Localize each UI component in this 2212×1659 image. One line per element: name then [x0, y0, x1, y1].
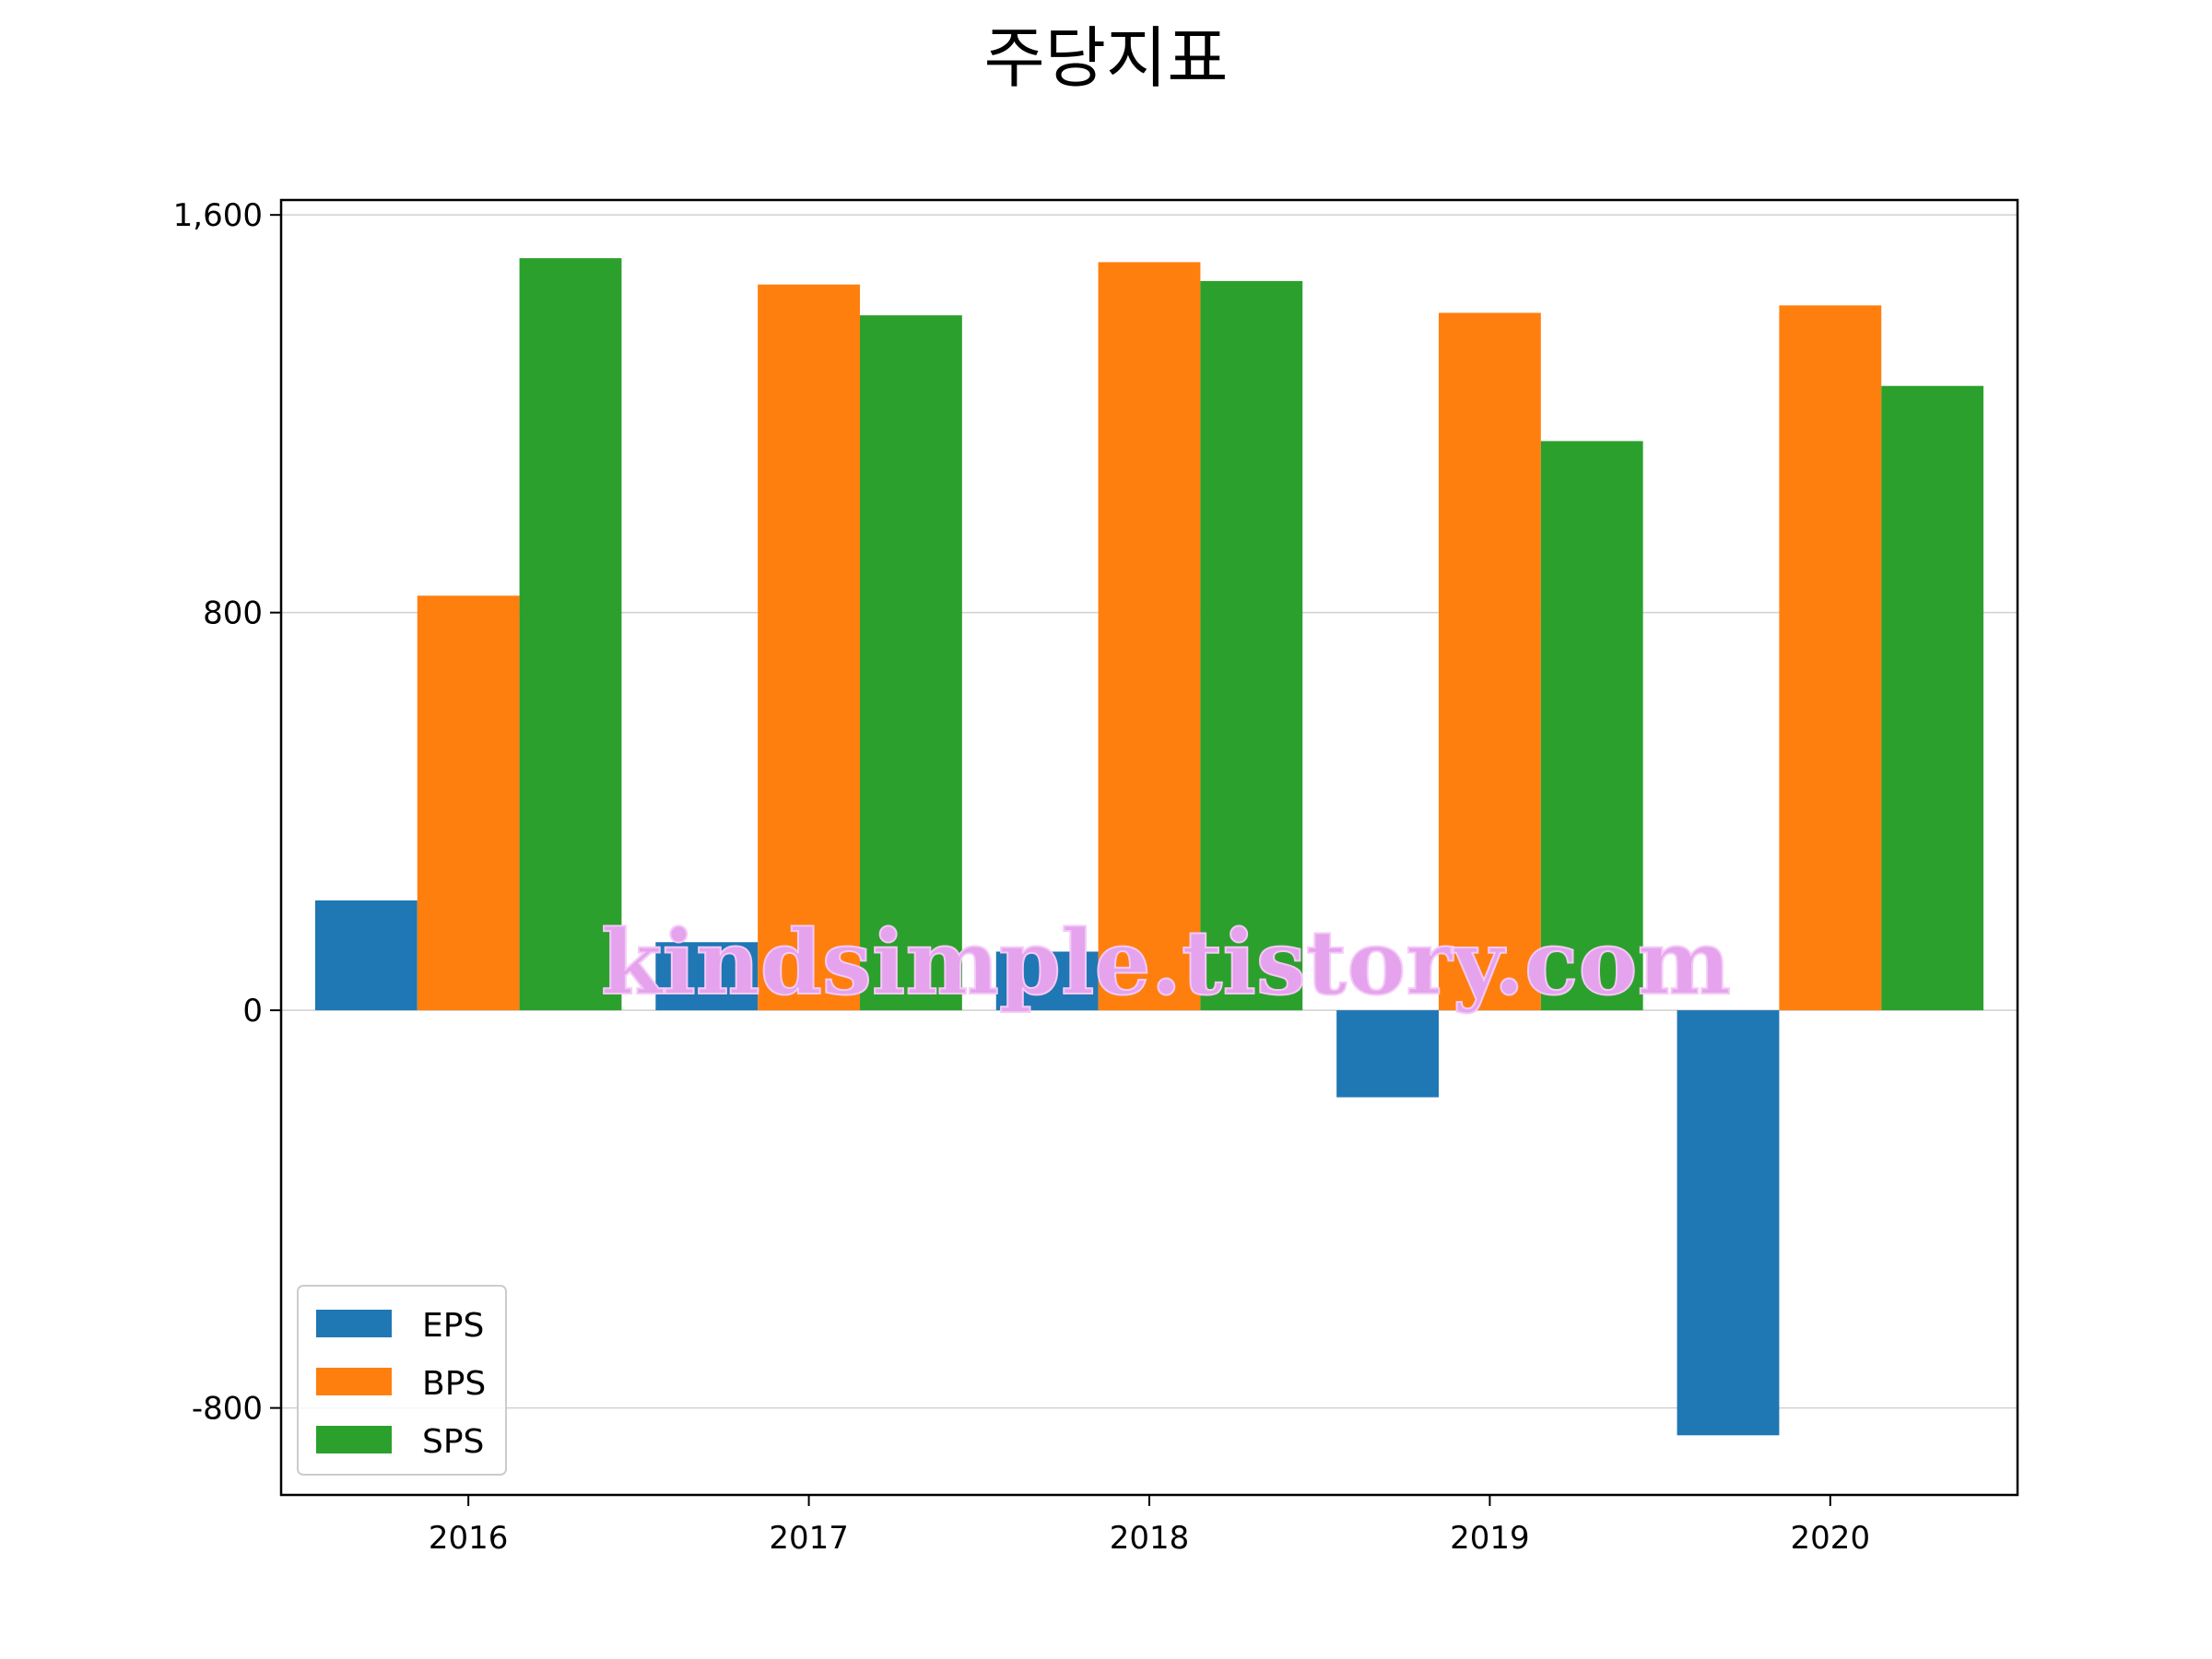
x-tick-label: 2019 [1450, 1520, 1530, 1557]
bar-eps-2018 [995, 951, 1099, 1011]
bar-sps-2018 [1200, 280, 1303, 1011]
bar-sps-2017 [860, 315, 962, 1011]
chart-title: 주당지표 [984, 19, 1229, 97]
legend-swatch-sps [316, 1426, 392, 1453]
bar-bps-2020 [1779, 305, 1882, 1011]
y-tick-label: -800 [192, 1391, 263, 1428]
legend-swatch-eps [316, 1310, 392, 1337]
x-tick-label: 2016 [429, 1520, 509, 1557]
x-tick-label: 2017 [769, 1520, 849, 1557]
bar-eps-2016 [314, 900, 418, 1011]
legend-swatch-bps [316, 1368, 392, 1395]
bar-eps-2019 [1336, 1010, 1439, 1098]
bar-sps-2020 [1881, 385, 1984, 1011]
bar-eps-2020 [1677, 1010, 1780, 1436]
x-tick-label: 2020 [1791, 1520, 1871, 1557]
bar-sps-2016 [519, 258, 622, 1011]
bar-bps-2016 [417, 595, 520, 1011]
bar-sps-2019 [1540, 441, 1643, 1011]
watermark-text: kindsimple.tistory.com [601, 911, 1731, 1015]
legend-label-eps: EPS [422, 1307, 484, 1345]
bars [314, 258, 1984, 1436]
bar-bps-2018 [1098, 262, 1201, 1011]
legend-label-sps: SPS [422, 1423, 484, 1461]
legend: EPS BPS SPS [297, 1285, 507, 1476]
y-tick-label: 1,600 [173, 197, 263, 234]
y-tick-label: 0 [242, 993, 263, 1030]
axes: -800 0 800 1,600 2016 2017 2018 2019 2020 [173, 197, 1870, 1557]
legend-label-bps: BPS [422, 1365, 486, 1403]
y-tick-label: 800 [203, 595, 263, 632]
bar-bps-2019 [1439, 312, 1541, 1011]
x-tick-label: 2018 [1110, 1520, 1190, 1557]
bar-bps-2017 [758, 284, 860, 1011]
bar-eps-2017 [655, 942, 759, 1011]
